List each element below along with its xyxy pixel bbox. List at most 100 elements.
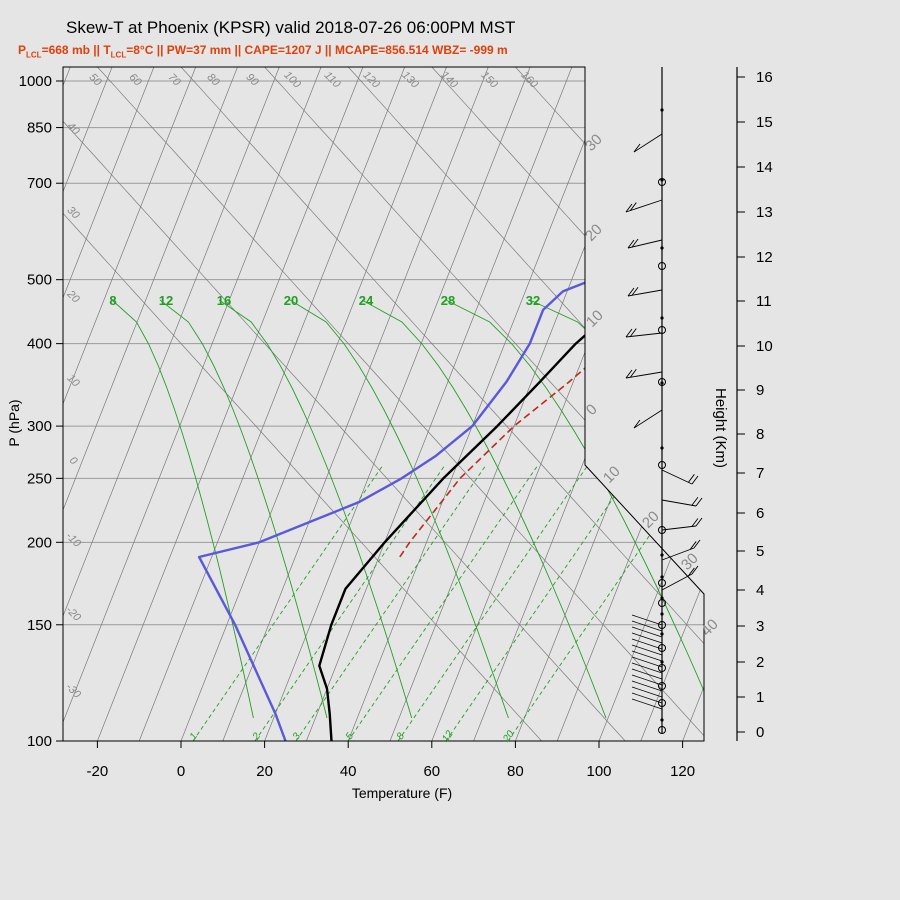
wind-barb bbox=[633, 133, 663, 153]
wind-level-dot bbox=[660, 381, 664, 385]
wind-level-dot bbox=[660, 718, 664, 722]
dry-adiabat-line bbox=[431, 67, 704, 741]
height-tick-label: 4 bbox=[756, 582, 764, 599]
x-tick-label: 0 bbox=[177, 763, 185, 780]
wind-barb bbox=[631, 686, 663, 698]
theta-e-label: 8 bbox=[109, 293, 116, 308]
dewpoint-line bbox=[197, 95, 700, 741]
moist-adiabat-line bbox=[159, 299, 328, 719]
subtitle-stats: || PW=37 mm || CAPE=1207 J || MCAPE=856.… bbox=[153, 43, 508, 57]
dry-adiabat-line bbox=[264, 67, 704, 741]
isotherm-line bbox=[592, 67, 704, 741]
y-tick-label: 1000 bbox=[19, 73, 52, 90]
isotherm-label: 140 bbox=[438, 69, 460, 91]
dry-adiabat-line bbox=[850, 67, 900, 741]
y-tick-label: 300 bbox=[27, 418, 52, 435]
wind-level-marker bbox=[658, 621, 666, 629]
isotherm-label: 0 bbox=[67, 454, 80, 467]
moist-adiabat-line bbox=[289, 299, 509, 719]
isotherm-line bbox=[63, 67, 285, 741]
y-tick-label: 700 bbox=[27, 175, 52, 192]
isotherm-line bbox=[174, 67, 453, 741]
p-lcl-value: =668 mb bbox=[41, 43, 90, 57]
wind-level-dot bbox=[660, 660, 664, 664]
x-tick-label: -20 bbox=[87, 763, 109, 780]
wind-barb bbox=[661, 547, 695, 561]
wind-barb-flag bbox=[633, 419, 641, 429]
wind-barb-flag bbox=[695, 517, 703, 527]
wind-barb bbox=[631, 674, 663, 686]
wind-level-dot bbox=[660, 632, 664, 636]
parcel-line-green bbox=[399, 227, 698, 558]
isotherm-label: 120 bbox=[360, 69, 382, 91]
dry-adiabat-line bbox=[515, 67, 704, 741]
mixing-ratio-line bbox=[507, 464, 699, 741]
dry-adiabat-line bbox=[347, 67, 704, 741]
wind-barb bbox=[631, 638, 663, 650]
dry-adiabat-line bbox=[63, 67, 542, 741]
height-tick-label: 8 bbox=[756, 426, 764, 443]
isotherm-line bbox=[63, 67, 327, 741]
isotherm-label: 10 bbox=[65, 372, 83, 390]
wind-barb bbox=[661, 499, 697, 507]
height-tick-label: 2 bbox=[756, 654, 764, 671]
wind-level-dot bbox=[660, 316, 664, 320]
moist-adiabat-line bbox=[361, 299, 607, 719]
wind-level-dot bbox=[660, 575, 664, 579]
isotherm-label: 110 bbox=[322, 69, 344, 91]
mixing-ratio-label: 5 bbox=[344, 731, 356, 742]
isotherm-label: -30 bbox=[63, 681, 83, 701]
wind-level-marker bbox=[658, 682, 666, 690]
wind-barb bbox=[633, 409, 663, 429]
wind-barb bbox=[631, 650, 663, 662]
wind-barb-flag bbox=[631, 238, 639, 248]
wind-barb-flag bbox=[629, 202, 637, 211]
y-tick-label: 100 bbox=[27, 733, 52, 750]
mixing-ratio-label: 8 bbox=[395, 731, 407, 742]
wind-barb-flag bbox=[691, 475, 699, 485]
wind-barb bbox=[631, 698, 663, 710]
isotherm-label: 60 bbox=[127, 71, 145, 89]
wind-barb bbox=[631, 692, 663, 704]
height-tick-label: 9 bbox=[756, 382, 764, 399]
height-tick-label: 0 bbox=[756, 724, 764, 741]
isotherm-line bbox=[844, 54, 900, 756]
wind-barb-flag bbox=[629, 328, 637, 337]
moist-adiabat-line bbox=[111, 299, 254, 719]
wind-barb-flag bbox=[691, 518, 699, 527]
isotherm-line bbox=[342, 67, 620, 741]
isotherm-line bbox=[216, 67, 494, 741]
isotherm-line bbox=[258, 67, 536, 741]
y-tick-label: 150 bbox=[27, 617, 52, 634]
isotherm-line bbox=[300, 67, 578, 741]
dry-adiabat-line bbox=[180, 67, 704, 741]
mixing-ratio-label: 20 bbox=[501, 728, 517, 745]
wind-level-dot bbox=[660, 612, 664, 616]
wind-level-marker bbox=[658, 579, 666, 587]
isotherm-line bbox=[383, 67, 662, 741]
isotherm-line bbox=[467, 67, 704, 741]
isotherm-line bbox=[63, 67, 118, 741]
moist-adiabat-line bbox=[529, 299, 704, 719]
dry-adiabat-line bbox=[63, 67, 626, 741]
isotherm-label: 40 bbox=[65, 120, 83, 138]
isotherm-line bbox=[551, 67, 704, 741]
mixing-ratio-label: 3 bbox=[291, 731, 303, 742]
wind-barb bbox=[627, 239, 663, 249]
isotherm-label: 150 bbox=[478, 69, 500, 91]
wind-barb bbox=[631, 680, 663, 692]
wind-level-dot bbox=[660, 108, 664, 112]
isotherm-label: -10 bbox=[63, 530, 83, 550]
isotherm-line bbox=[63, 67, 160, 741]
isotherm-label: 0 bbox=[583, 401, 601, 419]
wind-barb-flag bbox=[627, 239, 635, 249]
theta-e-label: 24 bbox=[359, 293, 374, 308]
wind-level-marker bbox=[658, 262, 666, 270]
moist-adiabat-line bbox=[445, 299, 704, 719]
theta-e-label: 12 bbox=[159, 293, 173, 308]
wind-barb-flag bbox=[625, 328, 633, 338]
wind-barb bbox=[661, 573, 693, 591]
y-tick-label: 250 bbox=[27, 470, 52, 487]
wind-barb-flag bbox=[625, 369, 633, 379]
